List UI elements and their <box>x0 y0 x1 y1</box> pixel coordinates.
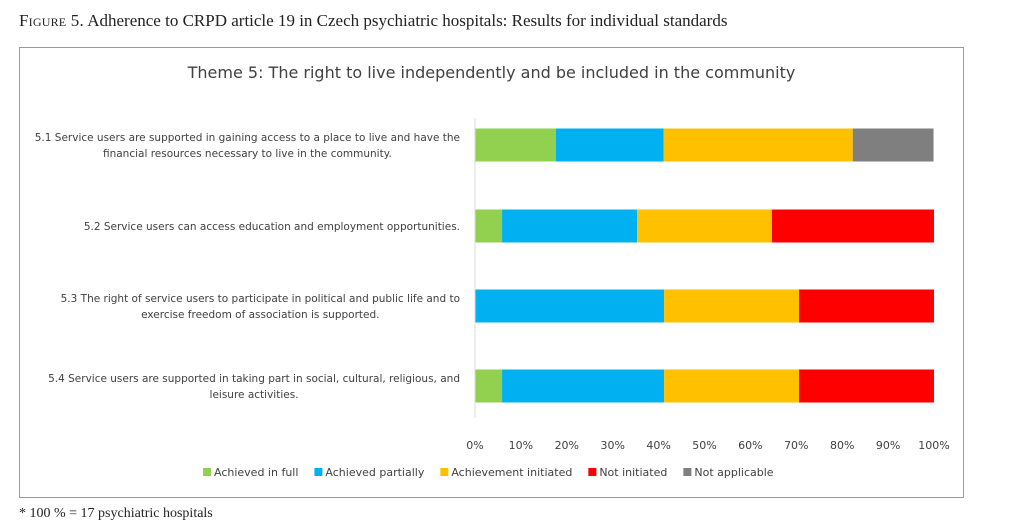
category-label-line: financial resources necessary to live in… <box>103 148 392 160</box>
chart-frame: Theme 5: The right to live independently… <box>19 47 964 498</box>
bar-segment-2-1 <box>475 209 503 243</box>
x-tick-label: 100% <box>918 439 949 452</box>
category-label-2: 5.2 Service users can access education a… <box>84 221 460 233</box>
stacked-bar-chart: 5.1 Service users are supported in gaini… <box>35 118 950 479</box>
bar-segment-4-2 <box>502 369 665 403</box>
x-tick-label: 70% <box>784 439 808 452</box>
x-tick-label: 20% <box>555 439 579 452</box>
category-label-line: exercise freedom of association is suppo… <box>141 309 379 321</box>
bar-segment-3-2 <box>475 289 665 323</box>
legend-swatch-3 <box>440 468 449 476</box>
x-tick-label: 40% <box>646 439 670 452</box>
figure-caption: Figure 5. Adherence to CRPD article 19 i… <box>19 11 727 31</box>
x-tick-label: 10% <box>509 439 533 452</box>
bar-segment-2-3 <box>637 209 772 243</box>
category-label-3: 5.3 The right of service users to partic… <box>61 293 460 321</box>
category-label-line: 5.1 Service users are supported in gaini… <box>35 132 460 144</box>
category-label-line: 5.4 Service users are supported in takin… <box>48 373 460 385</box>
x-tick-label: 60% <box>738 439 762 452</box>
x-tick-label: 30% <box>600 439 624 452</box>
bar-segment-2-2 <box>502 209 638 243</box>
legend-swatch-1 <box>203 468 211 476</box>
bar-segment-3-4 <box>799 289 934 323</box>
x-tick-label: 80% <box>830 439 854 452</box>
bar-segment-4-4 <box>799 369 934 403</box>
category-label-line: 5.2 Service users can access education a… <box>84 221 460 233</box>
bar-segment-4-3 <box>664 369 800 403</box>
x-tick-label: 90% <box>876 439 900 452</box>
category-label-line: leisure activities. <box>210 389 299 401</box>
category-label-1: 5.1 Service users are supported in gaini… <box>35 132 460 160</box>
figure-caption-text: Adherence to CRPD article 19 in Czech ps… <box>83 11 728 30</box>
category-label-line: 5.3 The right of service users to partic… <box>61 293 460 305</box>
figure-label: Figure 5. <box>19 11 84 30</box>
bar-segment-2-4 <box>771 209 934 243</box>
legend-label-3: Achievement initiated <box>451 466 572 479</box>
legend-label-5: Not applicable <box>694 466 773 479</box>
legend-swatch-2 <box>314 468 323 476</box>
legend-swatch-5 <box>683 468 692 476</box>
bar-segment-4-1 <box>475 369 503 403</box>
bar-segment-1-3 <box>663 128 853 162</box>
legend-label-2: Achieved partially <box>325 466 424 479</box>
bar-segment-3-3 <box>664 289 800 323</box>
chart-title: Theme 5: The right to live independently… <box>187 63 796 82</box>
x-tick-label: 50% <box>692 439 716 452</box>
legend-swatch-4 <box>588 468 597 476</box>
legend-label-1: Achieved in full <box>214 466 298 479</box>
bar-segment-1-5 <box>852 128 934 162</box>
category-label-4: 5.4 Service users are supported in takin… <box>48 373 460 401</box>
footnote: * 100 % = 17 psychiatric hospitals <box>19 506 213 521</box>
bar-segment-1-1 <box>475 128 556 162</box>
legend-label-4: Not initiated <box>599 466 667 479</box>
bar-segment-1-2 <box>555 128 664 162</box>
x-tick-label: 0% <box>466 439 483 452</box>
